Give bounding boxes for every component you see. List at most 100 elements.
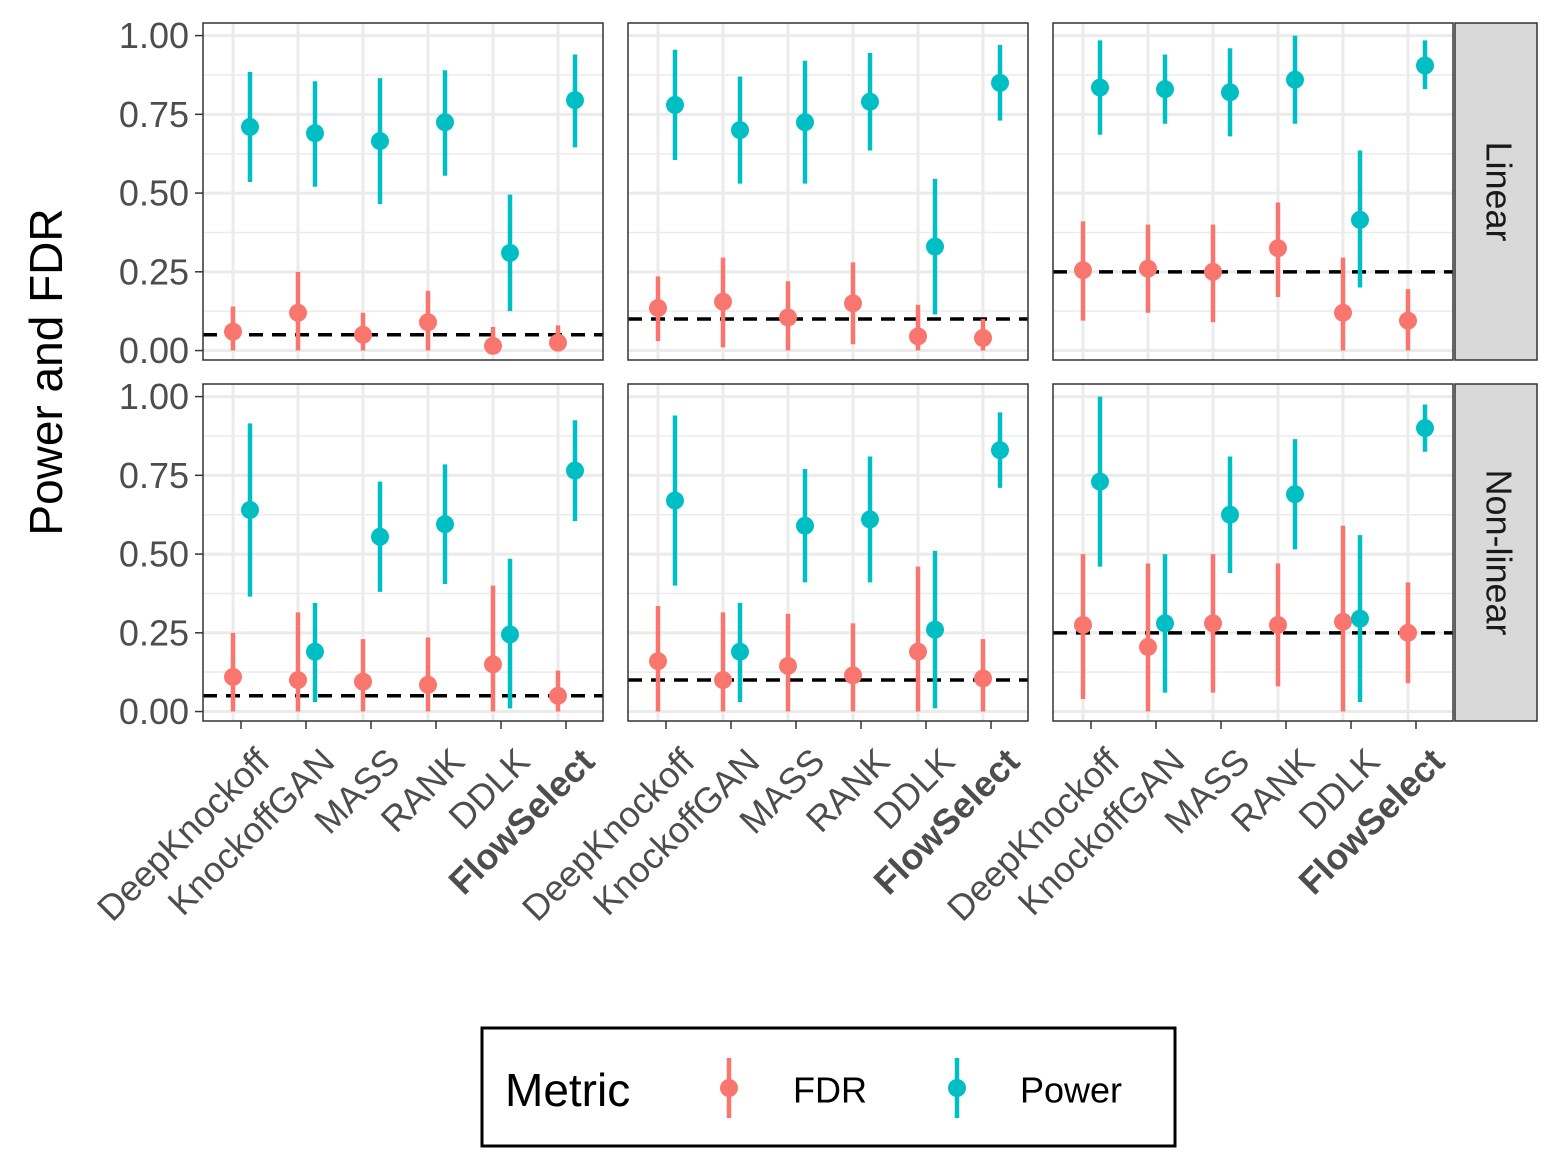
y-tick-label: 0.00	[119, 691, 189, 732]
fdr-point-flowselect	[549, 333, 567, 352]
y-tick-label: 0.00	[119, 330, 189, 371]
legend-point-fdr	[720, 1079, 738, 1097]
fdr-point-flowselect	[1399, 311, 1417, 330]
legend: Metric FDR Power	[480, 1026, 1177, 1148]
power-point-mass	[796, 113, 814, 132]
fdr-point-mass	[1204, 262, 1222, 281]
power-point-deepknockoff	[666, 491, 684, 510]
panel-linear-2	[627, 22, 1029, 361]
y-tick-label: 0.50	[119, 173, 189, 214]
power-point-deepknockoff	[241, 500, 259, 519]
panel-non-linear-1	[202, 383, 604, 722]
fdr-point-flowselect	[974, 328, 992, 347]
power-point-deepknockoff	[1091, 78, 1109, 97]
fdr-point-knockoffgan	[289, 671, 307, 690]
panel-non-linear-2	[627, 383, 1029, 722]
y-tick-label: 0.75	[119, 455, 189, 496]
fdr-point-mass	[354, 325, 372, 344]
fdr-point-rank	[1269, 239, 1287, 258]
legend-label-fdr: FDR	[793, 1070, 867, 1111]
panel-linear-1	[202, 22, 604, 361]
panels-layer	[202, 22, 1454, 722]
fdr-point-knockoffgan	[714, 292, 732, 311]
fdr-point-flowselect	[974, 669, 992, 688]
strip-background	[1454, 383, 1538, 722]
strip-label: Non-linear	[1479, 469, 1520, 635]
fdr-point-mass	[779, 656, 797, 675]
fdr-point-deepknockoff	[649, 652, 667, 671]
power-point-rank	[861, 510, 879, 529]
power-point-mass	[1221, 83, 1239, 102]
power-point-mass	[796, 516, 814, 535]
power-point-ddlk	[926, 620, 944, 639]
power-point-mass	[371, 527, 389, 546]
power-point-flowselect	[566, 91, 584, 110]
legend-title: Metric	[505, 1064, 630, 1116]
power-point-knockoffgan	[731, 642, 749, 661]
panel-background	[203, 384, 603, 721]
panel-background	[203, 23, 603, 360]
power-point-flowselect	[991, 73, 1009, 92]
fdr-point-rank	[844, 294, 862, 313]
panel-background	[628, 23, 1028, 360]
fdr-point-knockoffgan	[1139, 637, 1157, 656]
fdr-point-ddlk	[484, 336, 502, 355]
power-point-ddlk	[501, 625, 519, 644]
facet-strip-linear: Linear	[1454, 22, 1538, 361]
power-point-mass	[371, 132, 389, 151]
y-tick-label: 0.25	[119, 251, 189, 292]
fdr-point-knockoffgan	[714, 671, 732, 690]
power-point-ddlk	[1351, 210, 1369, 229]
panel-border	[627, 383, 1029, 722]
fdr-point-knockoffgan	[1139, 259, 1157, 278]
fdr-point-flowselect	[549, 686, 567, 705]
legend-point-power	[948, 1079, 966, 1097]
fdr-point-deepknockoff	[224, 667, 242, 686]
fdr-point-ddlk	[1334, 303, 1352, 322]
power-point-knockoffgan	[731, 121, 749, 140]
panel-background	[628, 384, 1028, 721]
power-point-rank	[436, 113, 454, 132]
strip-background	[1454, 22, 1538, 361]
panel-linear-3	[1052, 22, 1454, 361]
y-tick-label: 0.75	[119, 94, 189, 135]
power-point-rank	[1286, 70, 1304, 89]
fdr-point-ddlk	[909, 642, 927, 661]
power-point-knockoffgan	[306, 124, 324, 143]
fdr-point-knockoffgan	[289, 303, 307, 322]
power-point-ddlk	[501, 243, 519, 262]
y-tick-label: 1.00	[119, 15, 189, 56]
facet-strip-non-linear: Non-linear	[1454, 383, 1538, 722]
fdr-point-mass	[1204, 614, 1222, 633]
panel-border	[1052, 383, 1454, 722]
power-point-knockoffgan	[1156, 614, 1174, 633]
power-point-flowselect	[566, 461, 584, 480]
power-point-flowselect	[991, 441, 1009, 460]
fdr-point-deepknockoff	[1074, 261, 1092, 280]
power-point-mass	[1221, 505, 1239, 524]
strip-label: Linear	[1479, 141, 1520, 241]
power-point-knockoffgan	[1156, 80, 1174, 99]
fdr-point-deepknockoff	[1074, 615, 1092, 634]
power-point-ddlk	[1351, 609, 1369, 628]
panel-background	[1053, 384, 1453, 721]
fdr-point-rank	[1269, 615, 1287, 634]
panel-border	[1052, 22, 1454, 361]
legend-label-power: Power	[1020, 1070, 1122, 1111]
y-tick-label: 0.50	[119, 534, 189, 575]
fdr-point-mass	[354, 672, 372, 691]
fdr-point-rank	[844, 666, 862, 685]
panel-non-linear-3	[1052, 383, 1454, 722]
y-axis-title: Power and FDR	[20, 208, 72, 535]
power-point-rank	[1286, 485, 1304, 504]
panel-background	[1053, 23, 1453, 360]
power-point-knockoffgan	[306, 642, 324, 661]
power-point-deepknockoff	[666, 95, 684, 114]
power-point-flowselect	[1416, 56, 1434, 75]
legend-box	[480, 1026, 1177, 1148]
fdr-point-ddlk	[1334, 612, 1352, 631]
panel-border	[627, 22, 1029, 361]
panel-border	[202, 383, 604, 722]
fdr-point-deepknockoff	[224, 322, 242, 341]
